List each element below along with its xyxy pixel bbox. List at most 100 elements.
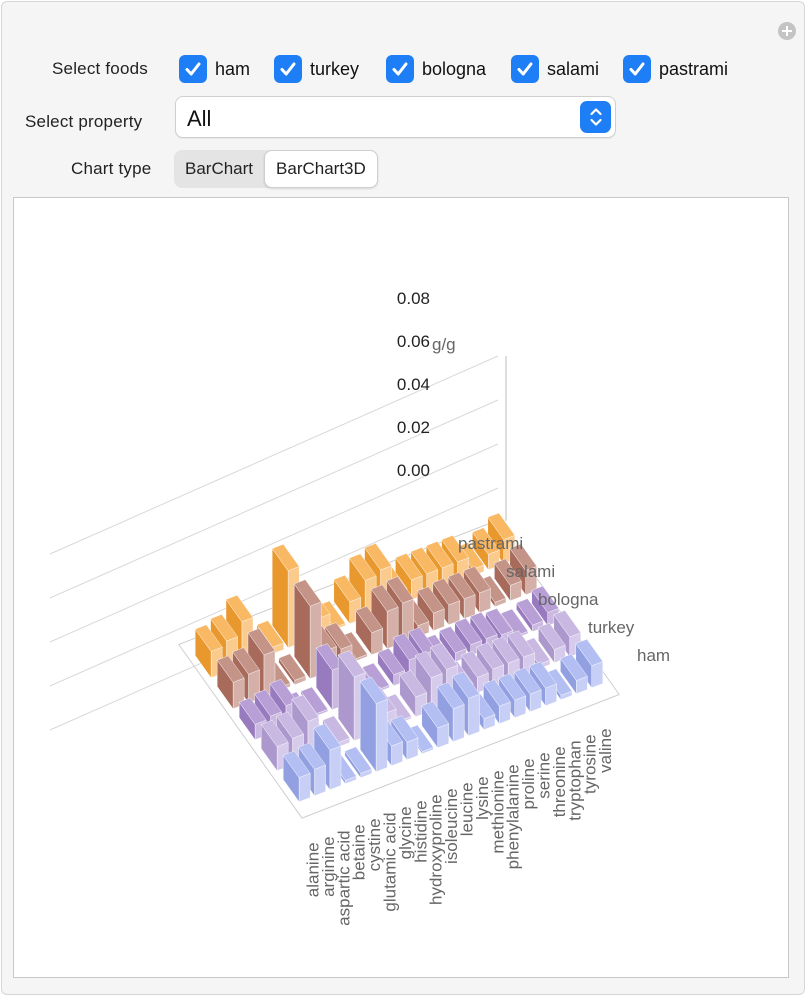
- bar: [348, 553, 377, 619]
- y-tick-label: 0.02: [397, 418, 430, 437]
- property-select-value: All: [187, 106, 212, 131]
- updown-chevron-icon[interactable]: [580, 101, 611, 133]
- category-label: arginine: [319, 836, 338, 897]
- bar-top-face: [390, 715, 419, 743]
- category-label: glycine: [396, 806, 415, 859]
- bar-top-face: [254, 689, 282, 717]
- checkmark-icon[interactable]: [386, 55, 414, 83]
- y-tick-label: 0.00: [397, 461, 430, 480]
- bar-top-face: [560, 653, 588, 681]
- category-label: isoleucine: [442, 788, 461, 864]
- bar-top-face: [333, 574, 362, 603]
- bar-top-face: [469, 611, 498, 640]
- bar: [461, 650, 489, 694]
- checkbox-salami[interactable]: salami: [511, 54, 599, 84]
- checkmark-icon[interactable]: [274, 55, 302, 83]
- bar-top-face: [529, 661, 557, 689]
- bar: [238, 697, 267, 741]
- bar-top-face: [232, 647, 260, 675]
- y-tick-label: 0.04: [397, 375, 430, 394]
- bar-top-face: [337, 650, 366, 678]
- checkbox-bologna[interactable]: bologna: [386, 54, 486, 84]
- bar: [439, 626, 467, 663]
- bar: [421, 701, 450, 749]
- bar-top-face: [531, 585, 560, 613]
- checkbox-pastrami[interactable]: pastrami: [623, 54, 728, 84]
- bar-front-face: [375, 699, 388, 773]
- bar: [194, 624, 223, 679]
- bar-front-face: [329, 745, 342, 791]
- checkbox-label: ham: [215, 58, 251, 79]
- bar-top-face: [395, 553, 423, 581]
- bar-top-face: [364, 543, 392, 571]
- bar-top-face: [370, 584, 399, 612]
- bar-top-face: [282, 750, 311, 778]
- bar-top-face: [291, 694, 320, 722]
- row-label: bologna: [538, 590, 599, 609]
- gridline: [49, 443, 499, 643]
- bar-top-face: [414, 650, 443, 679]
- bar: [417, 586, 445, 632]
- bar-top-face: [494, 558, 522, 586]
- row-label: pastrami: [458, 534, 523, 553]
- bar-top-face: [399, 670, 428, 698]
- barchart3d-button[interactable]: BarChart3D: [264, 150, 378, 188]
- checkmark-icon[interactable]: [511, 55, 539, 83]
- category-label: histidine: [411, 800, 430, 862]
- category-label: threonine: [550, 746, 569, 817]
- bar-top-face: [225, 594, 254, 623]
- property-label: Select property: [25, 112, 143, 131]
- bar-front-face: [314, 764, 326, 797]
- checkbox-ham[interactable]: ham: [179, 54, 250, 84]
- checkmark-icon[interactable]: [179, 55, 207, 83]
- bar-top-face: [516, 598, 544, 626]
- add-icon[interactable]: [778, 22, 796, 40]
- checkbox-label: bologna: [422, 58, 487, 79]
- bar-top-face: [507, 630, 535, 658]
- chart-type-toggle: BarChart BarChart3D: [174, 150, 378, 188]
- category-label: proline: [519, 758, 538, 809]
- bar-top-face: [355, 605, 384, 634]
- barchart-button[interactable]: BarChart: [185, 159, 254, 178]
- bars: [194, 512, 604, 803]
- bar-top-face: [498, 673, 527, 701]
- checkmark-icon[interactable]: [623, 55, 651, 83]
- bar-top-face: [293, 579, 322, 607]
- bar: [216, 655, 245, 710]
- bar-top-face: [271, 543, 300, 572]
- bar-top-face: [454, 617, 483, 646]
- bar-top-face: [324, 622, 353, 650]
- bar-top-face: [553, 610, 582, 638]
- bar-top-face: [313, 723, 342, 751]
- bar: [313, 723, 342, 791]
- bar: [560, 653, 588, 695]
- bar-top-face: [210, 614, 238, 642]
- category-label: serine: [535, 752, 554, 798]
- bar-top-face: [432, 578, 461, 606]
- bar: [282, 750, 311, 803]
- bar-top-face: [247, 628, 276, 656]
- bar-top-face: [260, 719, 289, 747]
- bar: [494, 558, 522, 602]
- checkbox-turkey[interactable]: turkey: [274, 54, 359, 84]
- gridline: [49, 355, 499, 555]
- bar: [344, 746, 373, 779]
- bar-top-face: [476, 642, 505, 670]
- bar-front-face: [371, 628, 383, 656]
- bar: [516, 598, 544, 633]
- y-tick-label: 0.06: [397, 332, 430, 351]
- bar: [355, 605, 384, 656]
- bar-front-face: [298, 773, 311, 803]
- property-select[interactable]: All: [175, 96, 616, 138]
- category-label: tryptophan: [565, 740, 584, 820]
- bar-top-face: [509, 543, 538, 571]
- category-label: cystine: [365, 818, 384, 871]
- gridline: [49, 399, 499, 599]
- bar-top-face: [417, 586, 445, 614]
- bar: [278, 653, 307, 686]
- bar-top-face: [487, 512, 516, 540]
- bar-top-face: [377, 647, 406, 676]
- category-label: glutamic acid: [381, 812, 400, 911]
- bar-top-face: [348, 553, 377, 581]
